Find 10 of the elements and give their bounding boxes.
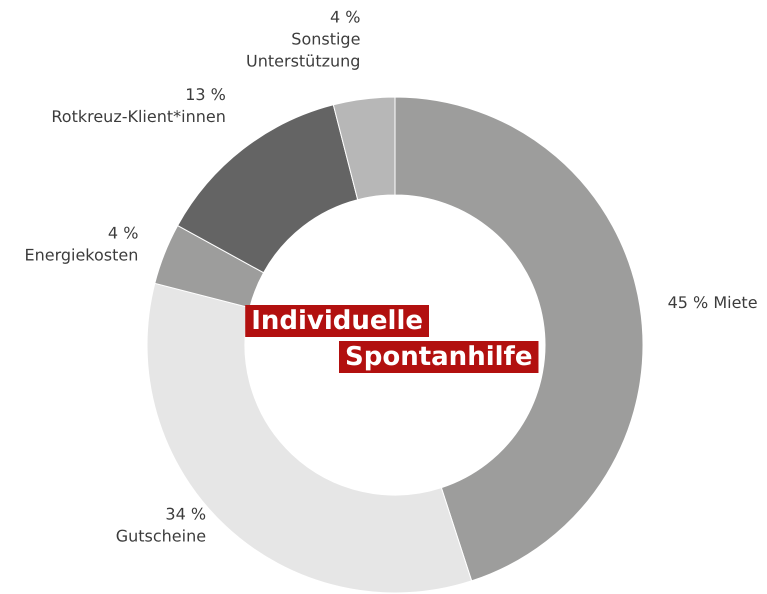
data-label: 4 % <box>108 224 138 243</box>
text: Individuelle Spontanhilfe <box>251 306 532 372</box>
slice-label: Gutscheine <box>116 526 206 546</box>
slice-label: Energiekosten <box>24 246 138 265</box>
data-label: 13 % <box>185 85 226 104</box>
data-label: 4 % <box>330 7 360 26</box>
slice-label: Rotkreuz-Klient*innen <box>51 107 226 126</box>
slice-label: Sonstige Unterstützung <box>246 29 360 70</box>
data-label: 34 % <box>165 504 206 524</box>
slice-label: 45 % Miete <box>668 292 758 312</box>
